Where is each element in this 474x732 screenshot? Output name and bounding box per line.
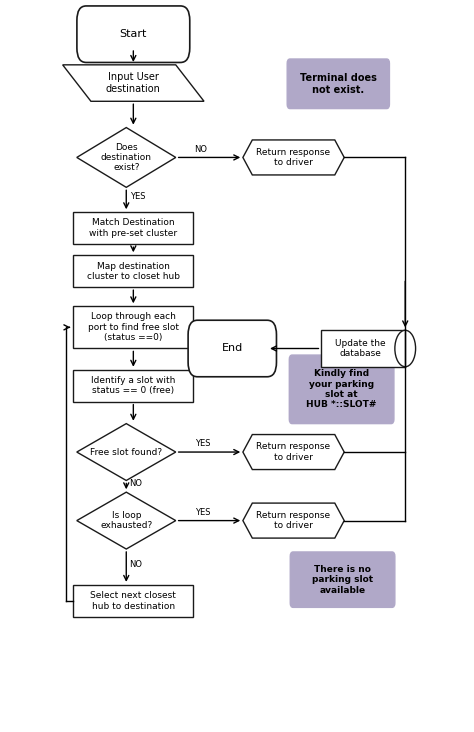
Polygon shape	[77, 127, 176, 187]
Text: NO: NO	[195, 146, 208, 154]
FancyBboxPatch shape	[73, 585, 193, 617]
Text: End: End	[222, 343, 243, 354]
Polygon shape	[243, 140, 344, 175]
Ellipse shape	[395, 330, 416, 367]
Text: YES: YES	[195, 508, 210, 517]
Text: Match Destination
with pre-set cluster: Match Destination with pre-set cluster	[89, 218, 177, 238]
FancyBboxPatch shape	[73, 306, 193, 348]
Text: Identify a slot with
status == 0 (free): Identify a slot with status == 0 (free)	[91, 376, 175, 395]
FancyBboxPatch shape	[289, 355, 394, 424]
Text: Return response
to driver: Return response to driver	[256, 511, 330, 530]
Polygon shape	[77, 424, 176, 480]
Text: YES: YES	[195, 439, 210, 448]
FancyBboxPatch shape	[287, 59, 390, 108]
Polygon shape	[63, 65, 204, 101]
Text: There is no
parking slot
available: There is no parking slot available	[312, 565, 373, 594]
FancyBboxPatch shape	[73, 212, 193, 244]
Text: Is loop
exhausted?: Is loop exhausted?	[100, 511, 152, 530]
Text: Start: Start	[119, 29, 147, 40]
Text: Select next closest
hub to destination: Select next closest hub to destination	[91, 591, 176, 610]
Text: Input User
destination: Input User destination	[106, 72, 161, 94]
FancyBboxPatch shape	[73, 370, 193, 402]
Text: YES: YES	[129, 192, 145, 201]
Text: NO: NO	[129, 479, 143, 488]
Text: Terminal does
not exist.: Terminal does not exist.	[300, 73, 377, 94]
Text: Loop through each
port to find free slot
(status ==0): Loop through each port to find free slot…	[88, 313, 179, 343]
Text: Return response
to driver: Return response to driver	[256, 148, 330, 167]
FancyBboxPatch shape	[188, 320, 276, 377]
FancyBboxPatch shape	[290, 552, 395, 608]
Polygon shape	[243, 435, 344, 469]
Text: Does
destination
exist?: Does destination exist?	[101, 143, 152, 172]
Text: Update the
database: Update the database	[335, 339, 385, 358]
Text: Map destination
cluster to closet hub: Map destination cluster to closet hub	[87, 261, 180, 281]
FancyBboxPatch shape	[321, 330, 405, 367]
Text: NO: NO	[129, 559, 143, 569]
FancyBboxPatch shape	[73, 255, 193, 287]
Text: Kindly find
your parking
slot at
HUB *::SLOT#: Kindly find your parking slot at HUB *::…	[306, 369, 377, 409]
Text: Return response
to driver: Return response to driver	[256, 442, 330, 462]
FancyBboxPatch shape	[77, 6, 190, 62]
Polygon shape	[243, 503, 344, 538]
Polygon shape	[77, 492, 176, 549]
Text: Free slot found?: Free slot found?	[90, 447, 162, 457]
